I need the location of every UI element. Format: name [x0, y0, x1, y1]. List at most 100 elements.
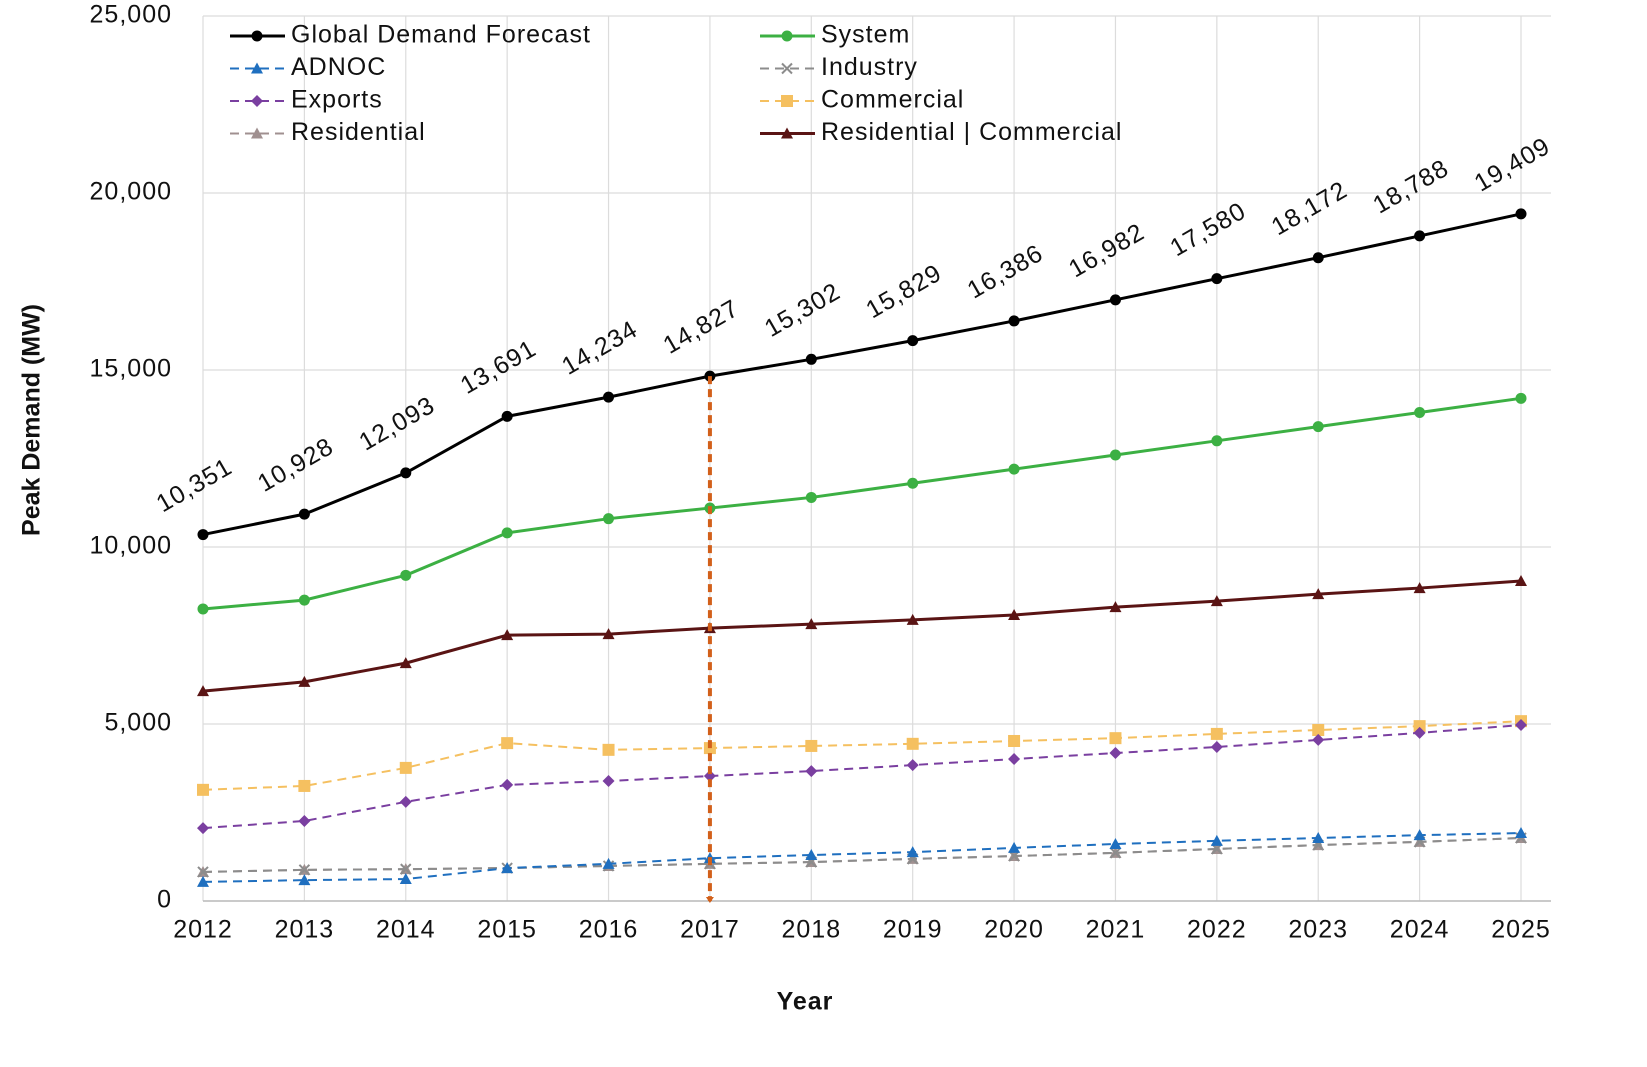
- marker: [251, 30, 263, 42]
- x-tick-label: 2023: [1288, 916, 1348, 944]
- marker: [1413, 582, 1426, 594]
- legend-label: Global Demand Forecast: [291, 21, 591, 49]
- marker: [602, 743, 615, 756]
- marker: [399, 761, 412, 774]
- marker: [1210, 834, 1223, 846]
- series-line: [202, 720, 1522, 791]
- series-line: [202, 836, 1522, 873]
- marker: [907, 335, 919, 347]
- marker: [1312, 724, 1325, 737]
- marker: [781, 30, 793, 42]
- data-label: 15,302: [760, 277, 845, 342]
- x-tick-label: 2015: [477, 916, 537, 944]
- x-axis-label: Year: [777, 988, 834, 1016]
- marker: [501, 778, 514, 791]
- series-line: [202, 832, 1522, 883]
- marker: [603, 513, 615, 525]
- y-axis-label: Peak Demand (MW): [18, 304, 46, 536]
- series-line: [202, 724, 1522, 830]
- marker: [1109, 747, 1122, 760]
- data-label: 10,928: [253, 432, 338, 497]
- marker: [1413, 829, 1426, 841]
- marker: [399, 657, 412, 669]
- marker: [805, 765, 818, 778]
- marker: [1008, 753, 1021, 766]
- reference-marker: [705, 897, 714, 903]
- marker: [603, 391, 615, 403]
- marker: [1109, 294, 1121, 306]
- marker: [501, 410, 513, 422]
- marker: [197, 529, 209, 541]
- marker: [1109, 601, 1122, 613]
- legend-label: Residential: [291, 118, 426, 146]
- marker: [197, 875, 209, 887]
- marker: [197, 822, 209, 835]
- marker: [781, 127, 793, 139]
- data-label: 12,093: [354, 391, 439, 456]
- x-tick-label: 2016: [579, 916, 639, 944]
- marker: [1413, 726, 1426, 739]
- x-tick-label: 2014: [376, 916, 436, 944]
- marker: [781, 95, 793, 107]
- y-tick-label: 25,000: [90, 1, 172, 29]
- marker: [805, 618, 818, 630]
- marker: [805, 739, 818, 752]
- marker: [1515, 827, 1527, 839]
- data-label: 18,172: [1267, 176, 1352, 241]
- data-label: 18,788: [1368, 154, 1453, 219]
- marker: [1210, 727, 1223, 740]
- x-tick-label: 2013: [275, 916, 335, 944]
- x-tick-label: 2019: [883, 916, 943, 944]
- marker: [907, 477, 919, 489]
- data-label: 14,234: [557, 315, 642, 380]
- marker: [906, 737, 919, 750]
- x-tick-label: 2021: [1086, 916, 1146, 944]
- x-tick-label: 2024: [1390, 916, 1450, 944]
- x-tick-label: 2017: [680, 916, 740, 944]
- y-tick-label: 5,000: [104, 709, 172, 737]
- marker: [1109, 847, 1122, 859]
- marker: [298, 874, 311, 886]
- x-tick-label: 2022: [1187, 916, 1247, 944]
- legend-label: Exports: [291, 86, 383, 114]
- marker: [1210, 741, 1223, 754]
- marker: [1109, 838, 1122, 850]
- data-label: 10,351: [152, 453, 237, 518]
- marker: [197, 603, 209, 615]
- marker: [805, 353, 817, 365]
- marker: [1008, 734, 1021, 747]
- data-label: 17,580: [1165, 197, 1250, 262]
- marker: [501, 737, 514, 750]
- marker: [1515, 719, 1527, 732]
- marker: [298, 675, 311, 687]
- data-label: 13,691: [456, 334, 541, 399]
- marker: [399, 795, 412, 808]
- marker: [906, 613, 919, 625]
- y-tick-label: 20,000: [90, 178, 172, 206]
- marker: [399, 873, 412, 885]
- marker: [1008, 841, 1021, 853]
- marker: [251, 127, 263, 139]
- marker: [1515, 392, 1527, 404]
- marker: [781, 62, 793, 75]
- series-line: [202, 579, 1522, 693]
- data-label: 16,982: [1064, 218, 1149, 283]
- marker: [1312, 733, 1325, 746]
- marker: [298, 864, 311, 876]
- marker: [602, 774, 615, 787]
- y-tick-label: 15,000: [90, 355, 172, 383]
- x-tick-label: 2018: [781, 916, 841, 944]
- marker: [1312, 252, 1324, 264]
- data-label: 14,827: [659, 294, 744, 359]
- marker: [1312, 588, 1325, 600]
- legend-label: Industry: [821, 53, 918, 81]
- marker: [1414, 406, 1426, 418]
- x-tick-label: 2025: [1491, 916, 1551, 944]
- marker: [1515, 208, 1527, 220]
- marker: [197, 685, 209, 697]
- marker: [501, 527, 513, 539]
- marker: [805, 491, 817, 503]
- marker: [298, 508, 310, 520]
- y-tick-label: 0: [157, 886, 172, 914]
